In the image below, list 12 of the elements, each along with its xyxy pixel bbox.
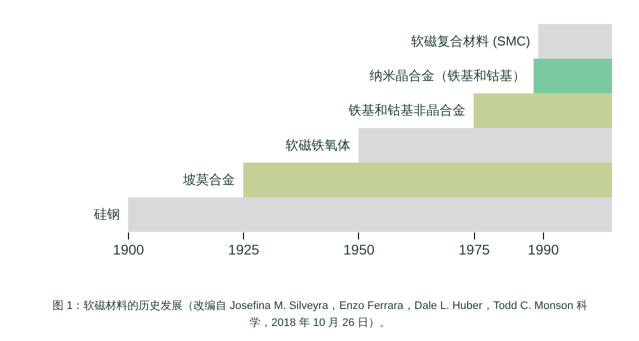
y-tick-label: 纳米晶合金（铁基和钴基） xyxy=(370,68,526,83)
y-tick-label: 硅钢 xyxy=(93,206,120,222)
caption: 图 1：软磁材料的历史发展（改编自 Josefina M. Silveyra，Enzo Ferrara，Dale L. Huber，Todd C. Monson 科学，2018 年 10 月 26 日）。 xyxy=(52,299,588,331)
x-tick-label: 1950 xyxy=(343,242,375,258)
x-tick-label: 1925 xyxy=(228,242,260,258)
y-tick-label: 坡莫合金 xyxy=(182,172,236,187)
y-tick-label: 软磁复合材料 (SMC) xyxy=(411,33,530,48)
y-tick-label: 铁基和钴基非晶合金 xyxy=(348,102,466,118)
y-tick-label: 软磁铁氧体 xyxy=(285,137,350,152)
x-tick-label: 1975 xyxy=(458,242,490,258)
x-tick-label: 1900 xyxy=(112,242,144,258)
x-tick-label: 1990 xyxy=(528,242,560,258)
